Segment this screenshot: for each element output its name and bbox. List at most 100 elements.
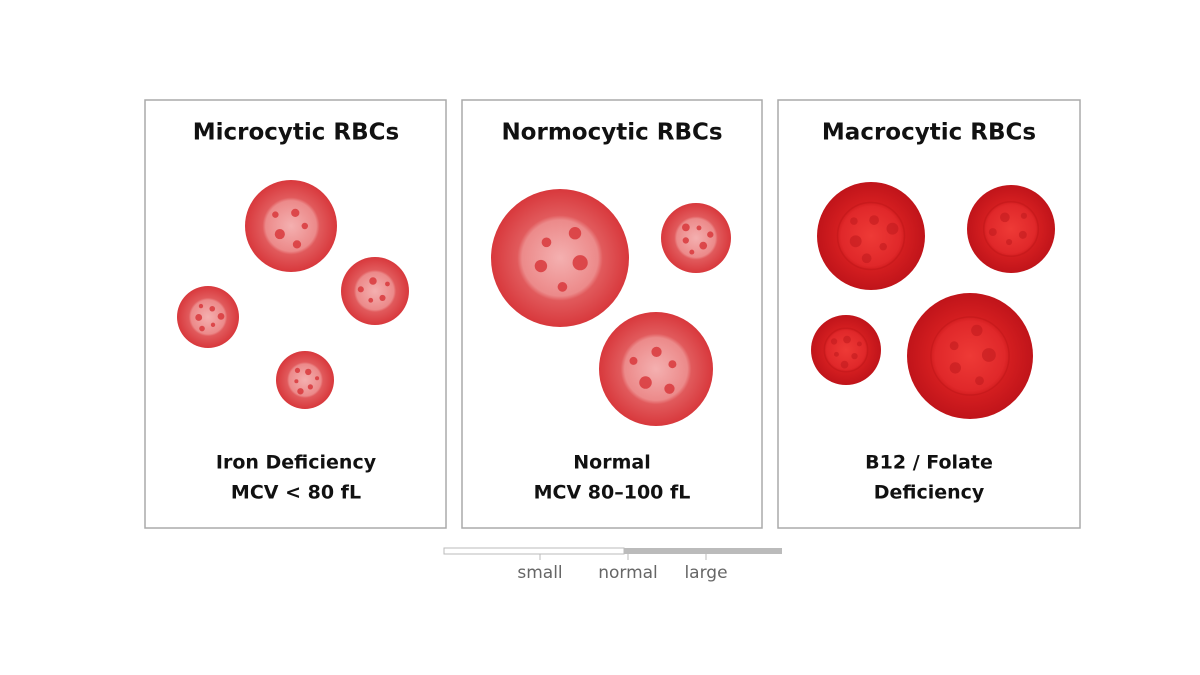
- cell-granule: [305, 368, 312, 376]
- cell-body: [177, 286, 239, 348]
- cell-granule: [981, 348, 996, 362]
- cell-granule: [209, 305, 216, 312]
- cell-granule: [368, 297, 374, 303]
- cell-granule: [534, 259, 548, 273]
- panel-caption: Deficiency: [874, 482, 985, 504]
- scale-bar: [443, 547, 625, 555]
- panel-caption: MCV 80–100 fL: [534, 482, 691, 504]
- cell-granule: [840, 360, 849, 369]
- scale-bar: [624, 548, 782, 554]
- cell-granule: [357, 286, 364, 293]
- cell-granule: [217, 312, 225, 320]
- cell-granule: [210, 322, 216, 327]
- cell-body: [599, 312, 713, 426]
- cell-granule: [664, 383, 675, 394]
- cell-granule: [689, 249, 695, 255]
- cell-granule: [1000, 212, 1010, 223]
- cell-granule: [1005, 238, 1013, 246]
- cell-granule: [699, 241, 708, 250]
- cell-granule: [651, 346, 662, 358]
- red-blood-cell: [811, 315, 881, 385]
- cell-granule: [851, 352, 858, 360]
- cell-granule: [307, 384, 313, 390]
- cell-body: [811, 315, 881, 385]
- cell-granule: [572, 255, 588, 271]
- cell-granule: [195, 314, 203, 321]
- cell-body: [341, 257, 409, 325]
- cell-body: [491, 189, 629, 327]
- red-blood-cell: [907, 293, 1033, 419]
- cell-granule: [682, 223, 690, 232]
- cell-granule: [850, 217, 858, 225]
- cell-granule: [568, 226, 582, 240]
- cell-granule: [830, 338, 838, 345]
- cell-body: [817, 182, 925, 290]
- red-blood-cell: [967, 185, 1055, 273]
- cell-granule: [843, 335, 851, 344]
- cell-granule: [629, 356, 638, 365]
- cell-body: [907, 293, 1033, 419]
- cell-granule: [292, 240, 302, 249]
- scale-label: normal: [598, 563, 658, 583]
- cell-granule: [301, 222, 309, 230]
- cell-granule: [949, 362, 961, 374]
- cell-granule: [379, 294, 386, 301]
- cell-granule: [199, 325, 205, 332]
- panel-caption: B12 / Folate: [865, 452, 993, 474]
- panel-frame: [461, 99, 763, 529]
- cell-granule: [869, 215, 879, 225]
- red-blood-cell: [276, 351, 334, 409]
- cell-granule: [294, 367, 301, 374]
- cell-body: [967, 185, 1055, 273]
- cell-granule: [557, 282, 568, 292]
- cell-granule: [297, 388, 304, 395]
- red-blood-cell: [491, 189, 629, 327]
- cell-granule: [856, 341, 862, 347]
- cell-ring: [982, 200, 1040, 258]
- cell-granule: [639, 376, 652, 389]
- cell-ring: [836, 201, 906, 271]
- cell-granule: [291, 208, 300, 218]
- cell-granule: [274, 229, 285, 240]
- cell-granule: [385, 281, 390, 287]
- red-blood-cell: [817, 182, 925, 290]
- cell-granule: [294, 379, 299, 384]
- cell-body: [661, 203, 731, 273]
- cell-granule: [975, 376, 984, 386]
- cell-granule: [886, 222, 899, 235]
- cells: [177, 180, 1055, 426]
- cell-granule: [668, 360, 677, 369]
- scale-label: small: [517, 563, 562, 583]
- red-blood-cell: [661, 203, 731, 273]
- panel-caption: MCV < 80 fL: [231, 482, 361, 504]
- cell-granule: [315, 376, 320, 381]
- cell-granule: [369, 277, 377, 285]
- panel-title: Macrocytic RBCs: [822, 120, 1036, 146]
- cell-ring: [930, 316, 1010, 396]
- panel: Normocytic RBCs Normal MCV 80–100 fL: [461, 99, 763, 529]
- panel-title: Normocytic RBCs: [501, 120, 722, 146]
- cell-granule: [988, 228, 997, 237]
- cell-granule: [879, 242, 887, 251]
- panel-caption: Normal: [573, 452, 650, 474]
- cell-granule: [682, 237, 689, 244]
- panel-caption: Iron Deficiency: [216, 452, 377, 474]
- cell-granule: [696, 225, 702, 231]
- panel-title: Microcytic RBCs: [193, 120, 400, 146]
- cell-granule: [971, 324, 983, 337]
- cell-body: [245, 180, 337, 272]
- cell-granule: [272, 211, 279, 218]
- red-blood-cell: [599, 312, 713, 426]
- cell-granule: [1018, 230, 1027, 239]
- scale-label: large: [684, 563, 727, 583]
- cell-granule: [707, 231, 714, 238]
- cell-granule: [1020, 212, 1028, 219]
- cell-granule: [949, 341, 959, 351]
- red-blood-cell: [341, 257, 409, 325]
- cell-granule: [849, 235, 862, 248]
- red-blood-cell: [245, 180, 337, 272]
- cell-granule: [198, 303, 204, 309]
- cell-body: [276, 351, 334, 409]
- size-scale: small normal large: [443, 547, 782, 583]
